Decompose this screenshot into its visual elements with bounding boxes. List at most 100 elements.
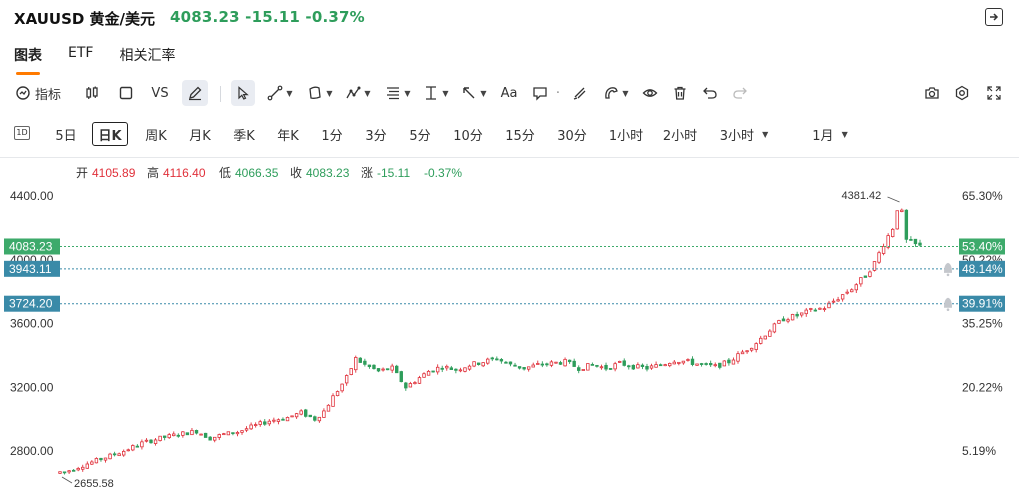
rectangle-button[interactable] <box>114 80 138 106</box>
max-annotation-line <box>887 196 900 203</box>
trendline-button[interactable]: ▼ <box>264 80 296 106</box>
min-annotation: 2655.58 <box>74 478 114 490</box>
period-3h-dropdown[interactable]: 3小时 ▼ <box>712 122 776 146</box>
candle <box>881 246 886 254</box>
candle <box>299 410 303 415</box>
shape-button[interactable]: ▼ <box>304 80 336 106</box>
period-5d[interactable]: 5日 <box>55 128 77 144</box>
period-5min[interactable]: 5分 <box>409 128 431 144</box>
min-annotation-line <box>61 476 73 484</box>
tab-etf[interactable]: ETF <box>68 45 94 61</box>
high-value: 4116.40 <box>163 166 206 180</box>
candle <box>722 360 727 367</box>
candle <box>522 367 526 370</box>
period-quarterly[interactable]: 季K <box>233 128 255 144</box>
trash-icon <box>674 86 686 100</box>
candle <box>258 421 262 425</box>
price-lines: 4083.23 53.40% 3943.11 48.14% 3724.20 39.91% <box>4 238 1005 312</box>
candle <box>740 351 745 355</box>
redo-button[interactable] <box>728 80 752 106</box>
drawing-toolbar: 指标 VS ▼ ▼ ▼ ▼ ▼ ▼ Aa · ▼ <box>0 80 1019 108</box>
toolbar-dot: · <box>555 85 561 101</box>
candle <box>677 361 681 364</box>
candle <box>458 369 463 372</box>
candle <box>372 364 376 370</box>
price-chart[interactable]: 开 4105.89 高 4116.40 低 4066.35 收 4083.23 … <box>0 158 1019 500</box>
comment-button[interactable] <box>528 80 552 106</box>
candle <box>886 235 890 248</box>
y-tick-right: 5.19% <box>962 444 996 458</box>
candle <box>467 365 472 370</box>
period-30min[interactable]: 30分 <box>557 128 587 144</box>
pencil-button[interactable] <box>182 80 208 106</box>
vs-button[interactable]: VS <box>146 80 174 106</box>
pattern-button[interactable]: ▼ <box>342 80 374 106</box>
candle <box>617 360 622 363</box>
period-3min[interactable]: 3分 <box>365 128 387 144</box>
price-tag-left-label: 3943.11 <box>9 262 52 276</box>
eye-button[interactable] <box>638 80 662 106</box>
alert-bell-icon[interactable] <box>944 262 952 277</box>
period-monthly[interactable]: 月K <box>189 128 211 144</box>
candle <box>213 436 217 441</box>
period-15min[interactable]: 15分 <box>505 128 535 144</box>
candle <box>904 209 909 240</box>
undo-button[interactable] <box>698 80 722 106</box>
period-1h[interactable]: 1小时 <box>608 128 644 144</box>
alert-bell-icon[interactable] <box>944 297 952 312</box>
tab-chart[interactable]: 图表 <box>14 45 42 75</box>
candle <box>285 417 290 422</box>
ohlc-legend: 开 4105.89 高 4116.40 低 4066.35 收 4083.23 … <box>76 165 462 180</box>
period-1min[interactable]: 1分 <box>321 128 343 144</box>
candle <box>845 291 849 294</box>
candle <box>431 370 435 373</box>
candle <box>135 445 140 448</box>
shape-icon <box>309 86 322 99</box>
candle <box>745 350 749 353</box>
text-button[interactable]: Aa <box>496 80 522 106</box>
candle-type-button[interactable] <box>80 80 104 106</box>
indicator-button[interactable]: 指标 <box>12 80 64 106</box>
fib-button[interactable]: ▼ <box>382 80 414 106</box>
measure-button[interactable]: ▼ <box>420 80 452 106</box>
y-tick-right: 35.25% <box>962 317 1003 331</box>
brush-button[interactable] <box>568 80 592 106</box>
range-dropdown[interactable]: 1月 ▼ <box>804 122 856 146</box>
candle-type-icon <box>86 86 98 99</box>
candle <box>153 439 158 444</box>
candle <box>754 343 758 350</box>
arrow-button[interactable]: ▼ <box>458 80 490 106</box>
magnet-button[interactable]: ▼ <box>600 80 632 106</box>
exit-icon[interactable] <box>985 8 1003 26</box>
candle <box>590 363 595 366</box>
candle <box>217 434 221 438</box>
candle <box>276 419 281 422</box>
period-yearly[interactable]: 年K <box>277 128 299 144</box>
indicator-icon <box>16 86 30 100</box>
trash-button[interactable] <box>668 80 692 106</box>
period-settings-icon[interactable]: 1D <box>14 126 30 140</box>
candle <box>140 441 144 448</box>
period-weekly[interactable]: 周K <box>145 128 167 144</box>
candle <box>631 364 636 370</box>
period-daily[interactable]: 日K <box>92 122 128 146</box>
measure-icon <box>426 86 437 100</box>
price-tag-right <box>959 238 1005 255</box>
candle <box>495 358 499 361</box>
candle <box>799 312 804 316</box>
y-tick-left: 3200.00 <box>10 380 54 394</box>
range-label: 1月 <box>812 128 834 144</box>
fullscreen-button[interactable] <box>982 80 1006 106</box>
cursor-button[interactable] <box>231 80 255 106</box>
redo-icon <box>733 87 747 99</box>
candle <box>435 366 440 373</box>
period-10min[interactable]: 10分 <box>453 128 483 144</box>
settings-button[interactable] <box>950 80 974 106</box>
candle <box>422 373 426 378</box>
candle <box>240 430 244 433</box>
tab-related-fx[interactable]: 相关汇率 <box>119 48 176 64</box>
candle <box>613 363 617 370</box>
camera-button[interactable] <box>920 80 944 106</box>
period-2h[interactable]: 2小时 <box>662 128 698 144</box>
candle <box>190 429 194 436</box>
